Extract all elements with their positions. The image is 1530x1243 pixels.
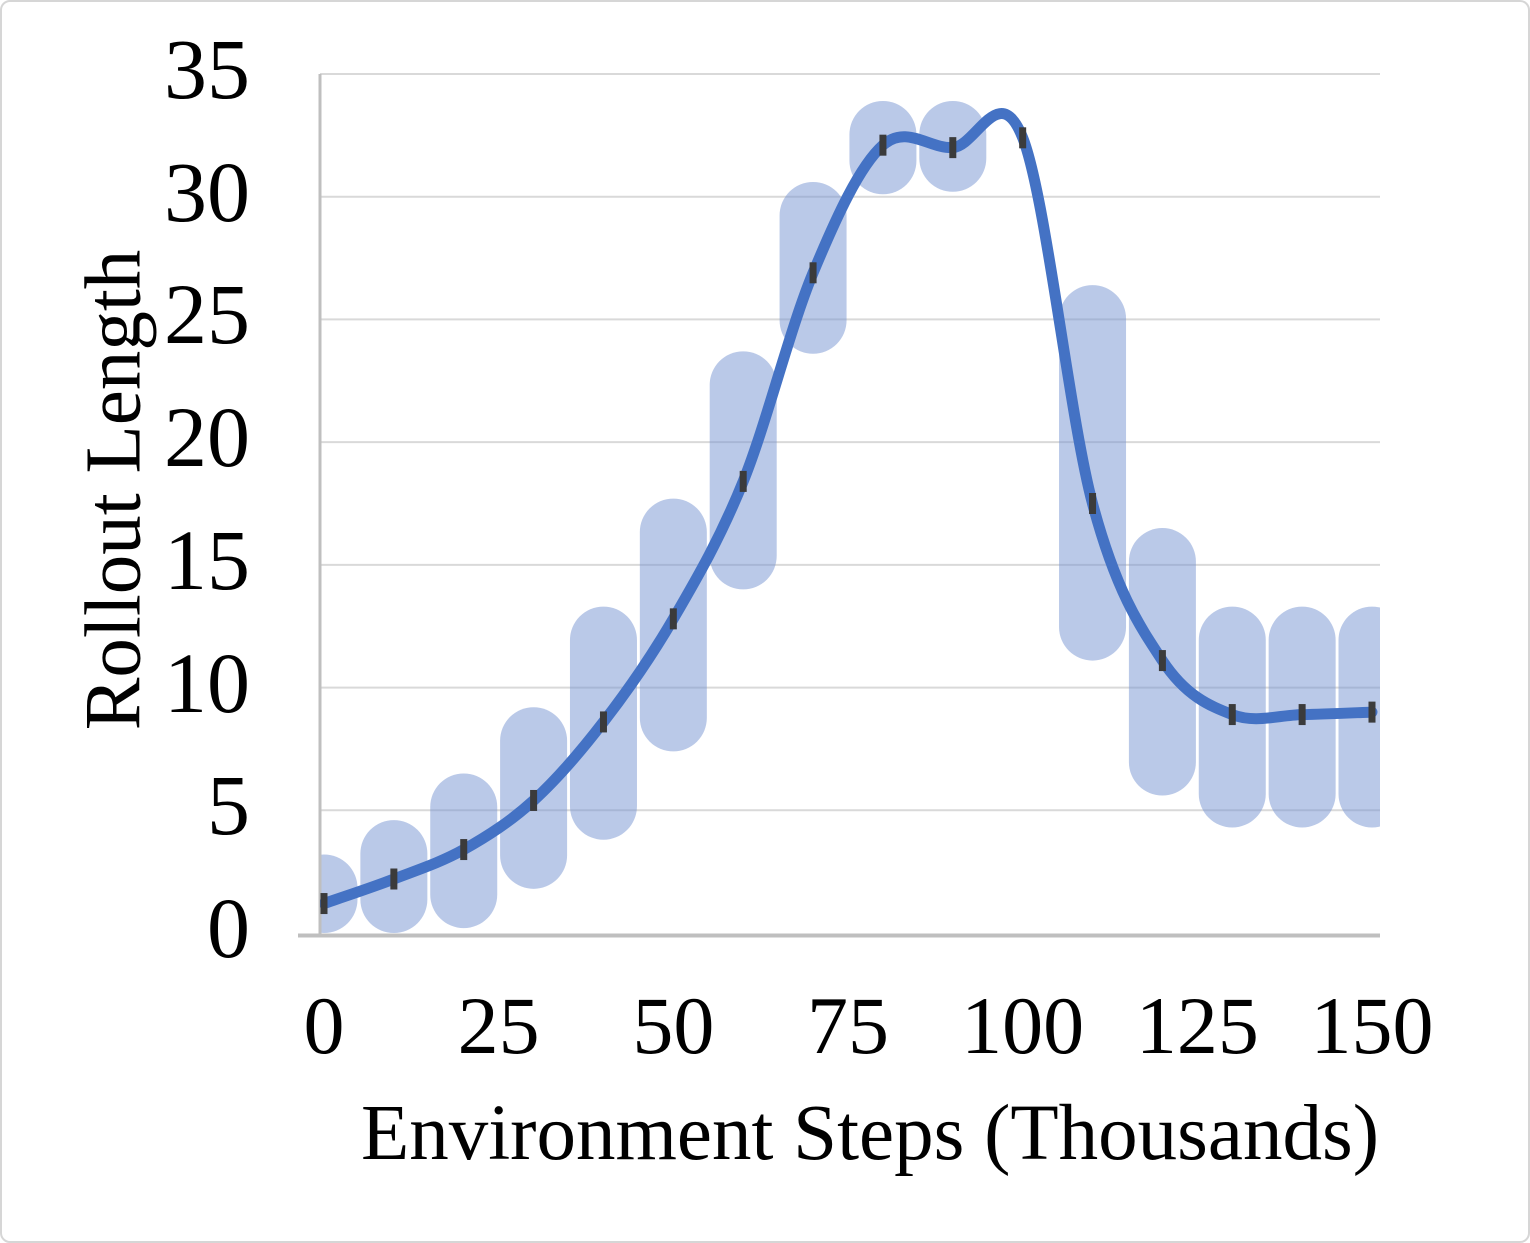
x-tick-label: 75 (807, 980, 889, 1071)
series-markers (320, 127, 1376, 915)
x-tick-label: 125 (1135, 980, 1259, 1071)
data-marker (530, 789, 538, 811)
data-marker (1158, 650, 1166, 672)
data-marker (1368, 701, 1376, 723)
y-tick-label: 25 (164, 266, 250, 363)
band-capsule (1059, 285, 1127, 661)
data-marker (1019, 127, 1027, 149)
y-tick-label: 30 (164, 143, 250, 240)
data-marker (669, 608, 677, 630)
data-marker (390, 868, 398, 890)
y-tick-label: 15 (164, 511, 250, 608)
x-axis-title: Environment Steps (Thousands) (360, 1090, 1380, 1177)
y-tick-label: 10 (164, 634, 250, 731)
x-tick-label: 150 (1310, 980, 1434, 1071)
series-band (320, 100, 1380, 933)
data-marker (599, 711, 607, 733)
data-marker (320, 893, 328, 915)
x-tick-label: 50 (632, 980, 715, 1071)
y-tick-label: 20 (164, 389, 250, 486)
x-tick-label: 25 (457, 980, 540, 1071)
y-tick-label: 35 (164, 21, 250, 117)
y-axis-title: Rollout Length (70, 249, 158, 731)
data-marker (1089, 493, 1097, 514)
data-marker (949, 137, 957, 159)
data-marker (1228, 704, 1236, 726)
data-marker (739, 470, 747, 492)
y-tick-label: 5 (207, 757, 250, 854)
data-marker (460, 839, 468, 861)
data-marker (879, 134, 887, 156)
data-marker (809, 262, 817, 284)
x-tick-label: 0 (303, 980, 345, 1071)
y-tick-label: 0 (207, 880, 250, 976)
data-marker (1298, 704, 1306, 726)
x-tick-label: 100 (961, 980, 1085, 1071)
